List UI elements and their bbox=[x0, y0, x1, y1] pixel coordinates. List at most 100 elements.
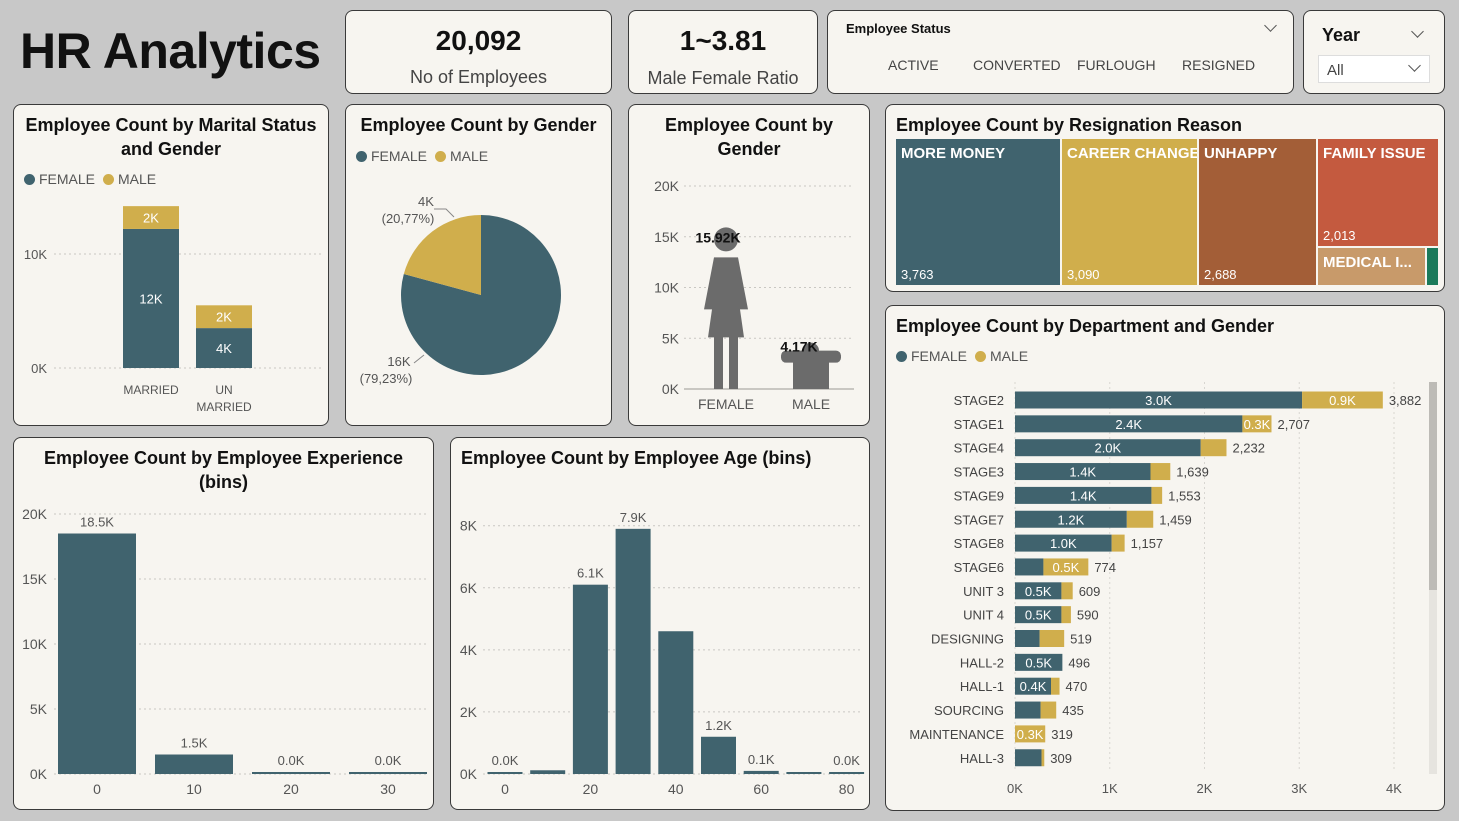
data-label: 1.4K bbox=[1070, 488, 1097, 503]
age-chart-card: Employee Count by Employee Age (bins) 0K… bbox=[450, 437, 870, 810]
status-option-active[interactable]: ACTIVE bbox=[888, 57, 939, 73]
y-tick-label: 0K bbox=[31, 361, 47, 376]
legend-label-female: FEMALE bbox=[39, 171, 96, 187]
bar-female bbox=[123, 228, 179, 368]
legend-dot-female bbox=[356, 150, 367, 162]
legend: FEMALE MALE bbox=[356, 148, 488, 164]
legend-label-male: MALE bbox=[450, 148, 489, 164]
data-label: 0.5K bbox=[1025, 608, 1052, 623]
data-label: 0.4K bbox=[1020, 679, 1047, 694]
y-tick-label: 5K bbox=[662, 330, 680, 346]
employee-status-slicer[interactable]: Employee Status ACTIVE CONVERTED FURLOUGH R… bbox=[827, 10, 1294, 94]
marital-chart: 0K 10K 12K 2K MARRIED 4K 2K UN MARRIED bbox=[24, 206, 324, 414]
y-tick-label: 0K bbox=[460, 766, 478, 782]
total-label: 1,157 bbox=[1131, 536, 1164, 551]
total-label: 309 bbox=[1050, 751, 1072, 766]
data-label: (20,77%) bbox=[382, 211, 435, 226]
data-label: 15.92K bbox=[695, 229, 740, 245]
data-label: 1.2K bbox=[705, 718, 732, 733]
category-label: STAGE4 bbox=[954, 441, 1004, 456]
x-tick-label: 80 bbox=[839, 781, 855, 797]
total-label: 496 bbox=[1068, 655, 1090, 670]
data-label: 0.0K bbox=[278, 753, 305, 768]
legend-label-male: MALE bbox=[990, 348, 1029, 364]
slicer-title: Employee Status bbox=[846, 21, 951, 36]
bar bbox=[252, 772, 330, 774]
bar-female bbox=[1015, 486, 1152, 504]
bar-female bbox=[1015, 749, 1042, 767]
bar-male bbox=[1051, 677, 1060, 695]
data-label: 2K bbox=[216, 310, 232, 325]
x-tick-label: FEMALE bbox=[698, 396, 754, 412]
legend-label-female: FEMALE bbox=[371, 148, 428, 164]
data-label: 18.5K bbox=[80, 515, 114, 530]
kpi-card-employees: 20,092 No of Employees bbox=[345, 10, 612, 94]
x-tick-label: MARRIED bbox=[123, 383, 179, 397]
legend-dot-female bbox=[896, 350, 907, 362]
data-label: 1.0K bbox=[1050, 536, 1077, 551]
bar-male bbox=[1039, 630, 1065, 647]
bar-female bbox=[1015, 463, 1151, 481]
data-label: 12K bbox=[139, 291, 162, 306]
scrollbar[interactable] bbox=[1429, 382, 1437, 774]
female-figure-icon bbox=[704, 227, 748, 389]
y-tick-label: 20K bbox=[22, 506, 48, 522]
legend-label-male: MALE bbox=[118, 171, 157, 187]
bar bbox=[487, 772, 523, 774]
data-label: 0.9K bbox=[1329, 393, 1356, 408]
data-label: 1.4K bbox=[1069, 465, 1096, 480]
x-tick-label: 10 bbox=[186, 781, 202, 797]
total-label: 470 bbox=[1066, 679, 1088, 694]
legend: FEMALE MALE bbox=[24, 171, 156, 187]
bar-female bbox=[1015, 701, 1041, 719]
total-label: 1,553 bbox=[1168, 488, 1201, 503]
x-tick-label: 2K bbox=[1197, 781, 1213, 796]
chevron-down-icon[interactable] bbox=[1264, 19, 1277, 32]
category-label: STAGE1 bbox=[954, 417, 1004, 432]
data-label: 2.4K bbox=[1115, 417, 1142, 432]
treemap-tile: UNHAPPY 2,688 bbox=[1199, 139, 1316, 285]
status-option-converted[interactable]: CONVERTED bbox=[973, 57, 1061, 73]
x-tick-label: 40 bbox=[668, 781, 684, 797]
scrollbar-thumb[interactable] bbox=[1429, 382, 1437, 590]
legend-dot-female bbox=[24, 173, 35, 185]
kpi-ratio-value: 1~3.81 bbox=[679, 25, 767, 56]
status-option-resigned[interactable]: RESIGNED bbox=[1182, 57, 1256, 73]
year-slicer[interactable]: Year All bbox=[1303, 10, 1445, 94]
data-label: 1.2K bbox=[1058, 512, 1085, 527]
bar-male bbox=[1111, 534, 1125, 552]
bar bbox=[658, 631, 694, 774]
bar-male bbox=[1302, 391, 1383, 409]
chart-title: Employee Count by Resignation Reason bbox=[896, 115, 1243, 135]
category-label: UNIT 3 bbox=[963, 584, 1004, 599]
legend-dot-male bbox=[103, 173, 115, 185]
treemap-tile-label: FAMILY ISSUE bbox=[1323, 145, 1426, 162]
department-chart: 0K 1K 2K 3K 4K STAGE2 3.0K 0.9K 3,882 STAGE1 2.4K 0… bbox=[909, 382, 1421, 796]
chevron-down-icon[interactable] bbox=[1408, 59, 1421, 72]
status-option-furlough[interactable]: FURLOUGH bbox=[1077, 57, 1156, 73]
data-label: 0.3K bbox=[1017, 727, 1044, 742]
gender-pictogram-chart: 0K 5K 10K 15K 20K 15.92K 4.17K FEMALE MALE bbox=[654, 178, 854, 412]
dashboard-title: HR Analytics bbox=[20, 23, 321, 79]
chart-title: Employee Count by Gender bbox=[664, 115, 834, 159]
treemap-tile-label: MEDICAL I... bbox=[1323, 254, 1412, 271]
chevron-down-icon[interactable] bbox=[1411, 25, 1424, 38]
x-tick-label: 20 bbox=[283, 781, 299, 797]
kpi-card-ratio: 1~3.81 Male Female Ratio bbox=[628, 10, 818, 94]
bar-female bbox=[1015, 534, 1112, 552]
kpi-ratio-label: Male Female Ratio bbox=[647, 68, 799, 88]
category-label: STAGE9 bbox=[954, 488, 1004, 503]
x-tick-label: 0 bbox=[501, 781, 509, 797]
category-label: SOURCING bbox=[934, 703, 1004, 718]
leader-line bbox=[434, 208, 455, 218]
bar-male bbox=[123, 206, 179, 229]
experience-chart-card: Employee Count by Employee Experience (b… bbox=[13, 437, 434, 810]
bar bbox=[701, 736, 736, 774]
leader-line bbox=[413, 354, 425, 364]
x-tick-label: 0 bbox=[93, 781, 101, 797]
year-dropdown[interactable]: All bbox=[1318, 55, 1430, 83]
data-label: 1.5K bbox=[181, 736, 208, 751]
x-tick-label: 1K bbox=[1102, 781, 1118, 796]
data-label: 6.1K bbox=[577, 566, 604, 581]
data-label: 2K bbox=[143, 211, 159, 226]
